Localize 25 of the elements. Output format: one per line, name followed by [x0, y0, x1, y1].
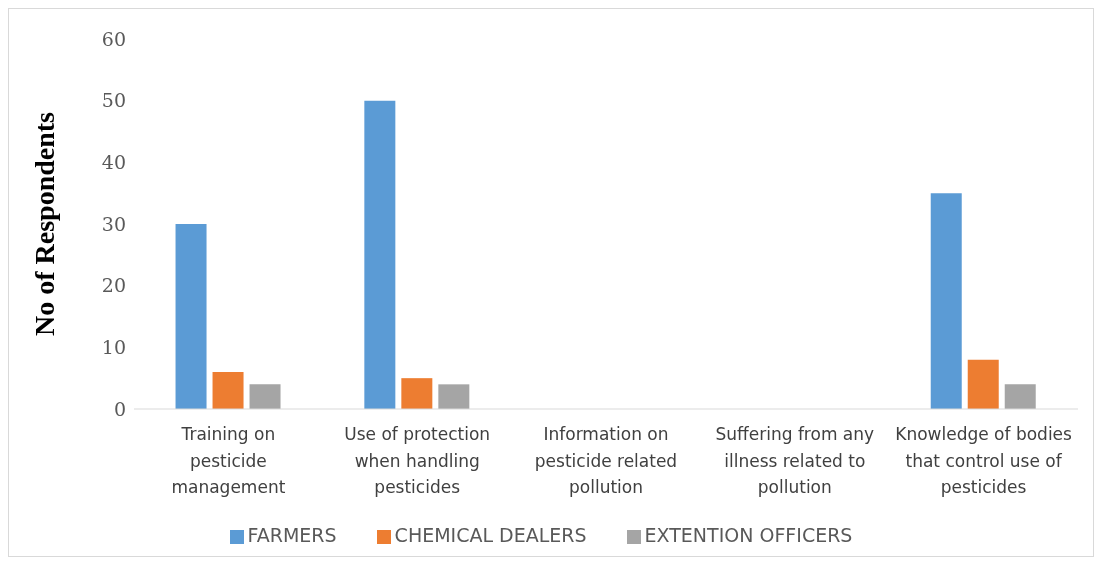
- bar: [212, 372, 244, 409]
- y-tick-label: 30: [101, 212, 126, 235]
- legend-label: CHEMICAL DEALERS: [394, 524, 587, 546]
- bar: [364, 100, 396, 409]
- x-tick-label: Training on pesticide management: [171, 424, 286, 497]
- x-tick-label: Use of protection when handling pesticides: [344, 424, 491, 497]
- bar: [930, 193, 962, 409]
- y-tick-label: 0: [113, 397, 126, 420]
- y-tick-label: 20: [101, 274, 126, 297]
- bar: [438, 384, 470, 409]
- legend-label: FARMERS: [247, 524, 337, 546]
- bar: [175, 224, 207, 409]
- bar: [967, 359, 999, 409]
- y-tick-label: 40: [101, 151, 126, 174]
- bar: [1004, 384, 1036, 409]
- x-tick-label: Knowledge of bodies that control use of pesticides: [895, 424, 1073, 497]
- y-tick-label: 10: [101, 336, 126, 359]
- y-tick-label: 60: [101, 27, 126, 50]
- bar: [249, 384, 281, 409]
- x-tick-label: Suffering from any illness related to pollution: [715, 424, 875, 497]
- y-axis-title: No of Respondents: [28, 111, 60, 337]
- y-tick-label: 50: [101, 89, 126, 112]
- bar: [401, 378, 433, 409]
- x-tick-label: Information on pesticide related pollution: [534, 424, 678, 497]
- legend-label: EXTENTION OFFICERS: [644, 524, 853, 546]
